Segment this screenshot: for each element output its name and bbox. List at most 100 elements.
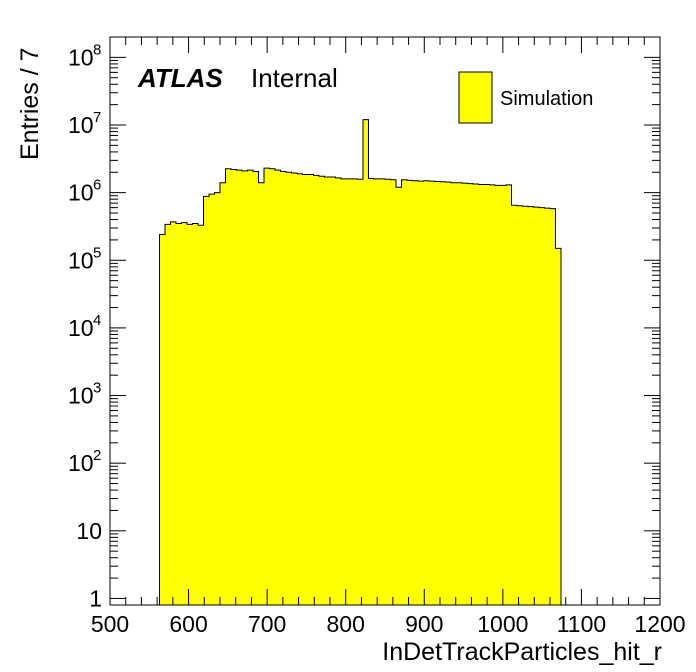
histogram-bar	[247, 170, 253, 605]
histogram-bar	[313, 175, 319, 606]
histogram-bar	[555, 248, 561, 605]
y-tick-label-exponent: 5	[93, 244, 101, 261]
x-tick-label: 1200	[634, 611, 685, 637]
y-tick-label: 1	[89, 585, 102, 611]
x-tick-label: 1100	[557, 611, 606, 637]
y-tick-label: 10	[68, 450, 94, 476]
histogram-bar	[170, 221, 176, 605]
histogram-bar	[484, 184, 490, 605]
histogram-bar	[302, 174, 308, 606]
histogram-bar	[544, 208, 550, 605]
x-tick-label: 600	[169, 611, 207, 637]
y-tick-label-exponent: 8	[93, 41, 101, 58]
y-tick-label-exponent: 2	[93, 447, 101, 464]
y-tick-label: 10	[76, 518, 102, 544]
histogram-bar	[330, 177, 336, 606]
histogram-bar	[522, 206, 528, 605]
y-tick-label: 10	[68, 180, 94, 206]
histogram-bar	[308, 174, 314, 606]
histogram-bar	[236, 170, 242, 605]
histogram-bar	[506, 184, 512, 605]
histogram-bar	[220, 182, 226, 605]
y-tick-label: 10	[68, 44, 94, 70]
histogram-bar	[396, 187, 402, 605]
histogram-bar	[390, 179, 396, 605]
x-axis-tick-labels: 500 600 700 800 900 1000 1100 1200	[91, 611, 686, 637]
histogram-bar	[319, 176, 325, 605]
histogram-bar	[280, 171, 286, 605]
histogram-bar	[418, 181, 424, 606]
x-axis-label: InDetTrackParticles_hit_r	[382, 638, 662, 666]
histogram-bar	[456, 182, 462, 605]
histogram-bar	[412, 180, 418, 606]
y-tick-label: 10	[68, 112, 94, 138]
x-tick-label: 900	[405, 611, 443, 637]
histogram-bar	[253, 171, 259, 605]
histogram-outline	[159, 119, 562, 605]
histogram-bar	[363, 119, 369, 606]
legend-swatch	[458, 71, 493, 124]
x-axis-ticks	[109, 37, 661, 605]
histogram-bar	[489, 184, 495, 605]
atlas-internal-label: Internal	[251, 63, 338, 93]
histogram-bar	[401, 179, 407, 605]
histogram-bar	[165, 224, 171, 605]
histogram-bar	[467, 183, 473, 605]
y-tick-label: 10	[68, 247, 94, 273]
histogram-bar	[291, 173, 297, 605]
histogram-bar	[198, 225, 204, 605]
histogram-bar	[423, 180, 429, 606]
y-tick-label: 10	[68, 383, 94, 409]
histogram-bar	[550, 208, 556, 605]
histogram-bar	[445, 182, 451, 605]
plot-frame	[109, 36, 661, 606]
histogram-bar	[528, 206, 534, 605]
histogram-bar	[478, 184, 484, 605]
histogram-bar	[187, 224, 193, 605]
histogram-bar	[258, 182, 264, 605]
x-tick-label: 500	[91, 611, 129, 637]
histogram-bar	[297, 173, 303, 605]
histogram-bar	[533, 207, 539, 605]
histogram-bar	[440, 181, 446, 605]
histogram-bar	[517, 205, 523, 605]
histogram-bar	[462, 183, 468, 605]
histogram-bar	[500, 185, 506, 605]
histogram-bar	[511, 205, 517, 606]
histogram-bar	[324, 177, 330, 606]
histogram-bar	[286, 172, 292, 605]
histogram-bar	[539, 207, 545, 605]
y-tick-label-exponent: 7	[93, 109, 101, 126]
x-tick-label: 1000	[477, 611, 528, 637]
histogram-bar	[473, 184, 479, 606]
histogram-bar	[181, 222, 187, 605]
atlas-label: ATLAS	[137, 63, 223, 93]
legend-entry-simulation: Simulation	[500, 88, 593, 110]
y-axis-ticks	[110, 36, 660, 599]
histogram-bar	[209, 194, 215, 605]
histogram-bar	[214, 192, 220, 605]
histogram-bar	[451, 182, 457, 605]
histogram-bar	[495, 185, 501, 605]
histogram-bar	[269, 168, 275, 606]
x-tick-label: 800	[327, 611, 365, 637]
histogram-bar	[176, 223, 182, 605]
legend: Simulation	[458, 71, 593, 124]
histogram-bar	[192, 223, 198, 605]
histogram-bar	[434, 181, 440, 606]
histogram-bar	[379, 178, 385, 605]
histogram-bar	[159, 234, 165, 605]
y-tick-label-exponent: 4	[93, 312, 101, 329]
y-axis-label: Entries / 7	[16, 47, 44, 160]
histogram-bar	[346, 178, 352, 605]
y-tick-label: 10	[68, 315, 94, 341]
histogram-bar	[385, 179, 391, 606]
histogram-bar	[357, 179, 363, 606]
histogram-bar	[407, 180, 413, 605]
histogram-bar	[242, 170, 248, 605]
histogram-bars	[159, 119, 562, 606]
histogram-bar	[429, 181, 435, 606]
histogram-bar	[264, 168, 270, 605]
